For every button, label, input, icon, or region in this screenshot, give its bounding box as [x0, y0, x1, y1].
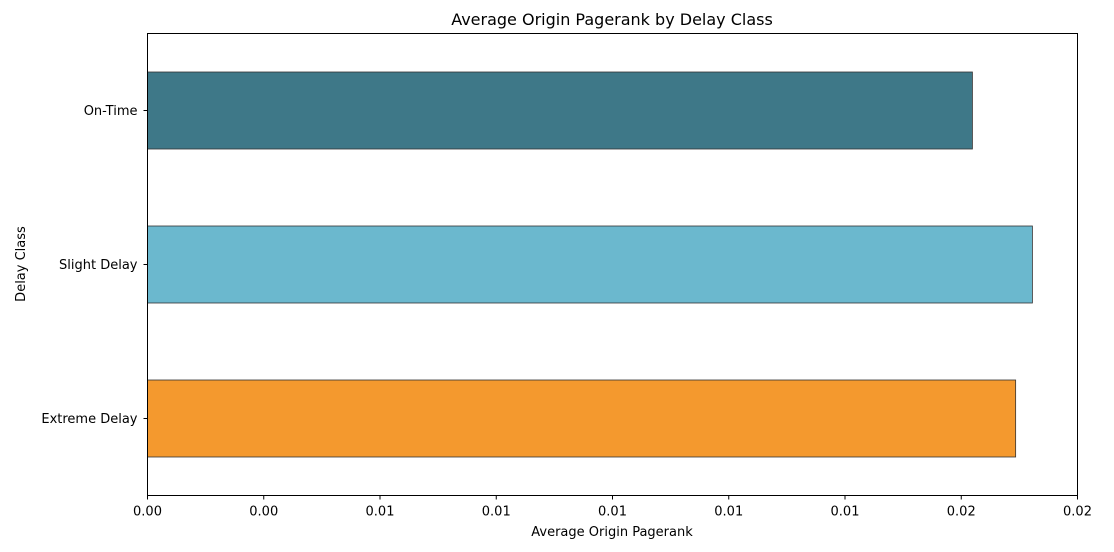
x-tick-label: 0.00 — [133, 505, 162, 520]
y-tick-label-on-time: On-Time — [84, 104, 138, 119]
x-tick-label: 0.01 — [831, 505, 860, 520]
x-tick-label: 0.01 — [598, 505, 627, 520]
x-tick-label: 0.02 — [1063, 505, 1092, 520]
x-axis-label: Average Origin Pagerank — [531, 525, 693, 540]
bar-slight-delay — [147, 225, 1033, 304]
x-tick-label: 0.00 — [249, 505, 278, 520]
y-axis-label: Delay Class — [14, 226, 29, 302]
y-tick-label-extreme-delay: Extreme Delay — [41, 412, 137, 427]
x-tick-label: 0.02 — [947, 505, 976, 520]
y-tick-label-slight-delay: Slight Delay — [59, 258, 138, 273]
x-tick-label: 0.01 — [482, 505, 511, 520]
bars-group — [147, 71, 1033, 458]
bar-extreme-delay — [147, 379, 1017, 458]
bar-on-time — [147, 71, 973, 150]
plot-frame — [147, 33, 1078, 496]
x-tick-label: 0.01 — [366, 505, 395, 520]
x-axis-ticks: 0.00 0.00 0.01 0.01 0.01 0.01 0.01 0.02 0.02 — [133, 495, 1092, 520]
chart-title: Average Origin Pagerank by Delay Class — [451, 10, 773, 29]
x-tick-label: 0.01 — [714, 505, 743, 520]
y-axis-ticks: On-Time Slight Delay Extreme Delay — [41, 104, 148, 427]
